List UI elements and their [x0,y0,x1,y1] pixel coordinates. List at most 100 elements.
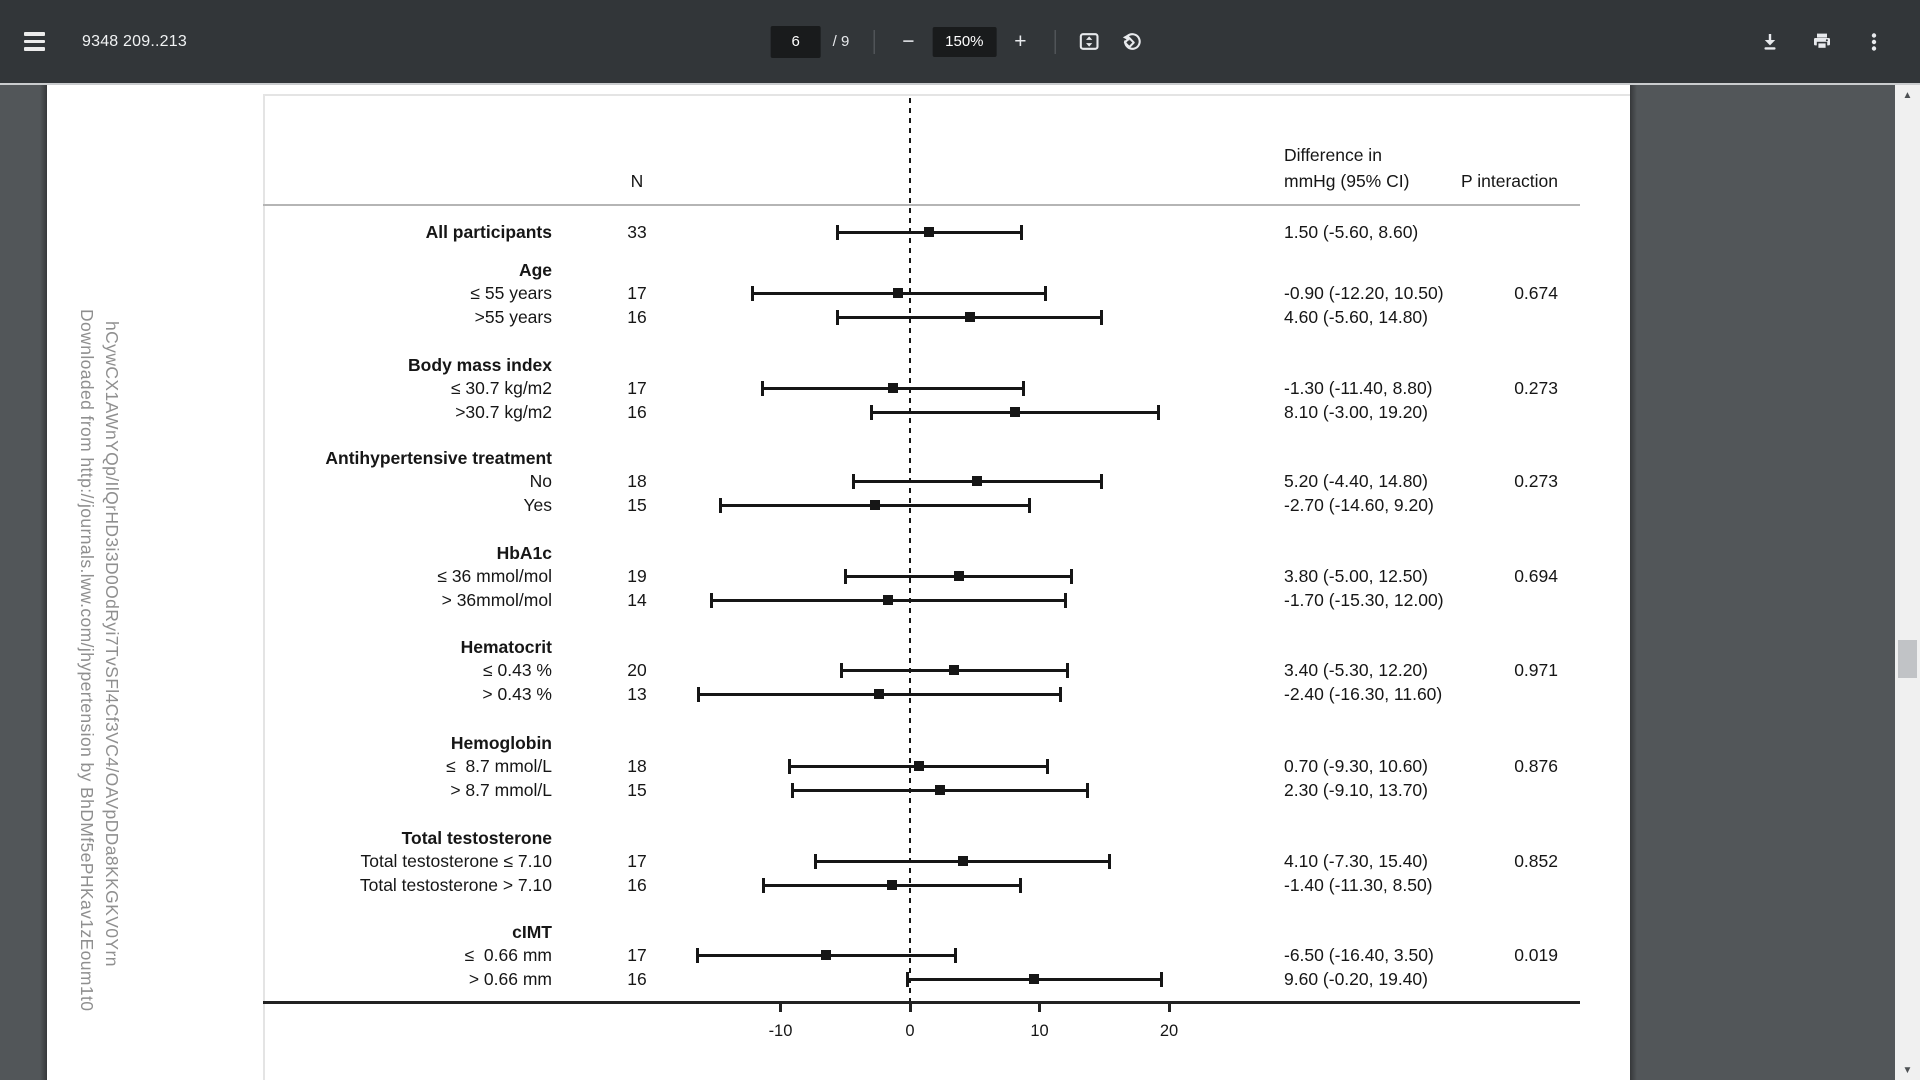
point-marker [886,880,897,890]
p-value: 0.852 [1514,851,1558,871]
ci-text: 2.30 (-9.10, 13.70) [1284,780,1428,800]
error-bar-cap [839,662,843,678]
point-marker [964,312,975,322]
row-label: ≤ 8.7 mmol/L [446,756,552,776]
column-header-p-interaction: P interaction [1461,171,1558,191]
zoom-in-button[interactable]: + [1002,22,1038,62]
row-label: ≤ 55 years [470,283,552,303]
axis-tick [908,1002,912,1012]
row-label: > 36mmol/mol [441,590,552,610]
ci-text: 4.60 (-5.60, 14.80) [1284,307,1428,327]
row-label: > 0.66 mm [468,969,552,989]
point-marker [972,476,983,486]
ci-text: 3.80 (-5.00, 12.50) [1284,566,1428,586]
ci-text: -2.70 (-14.60, 9.20) [1284,495,1434,515]
p-value: 0.694 [1514,566,1558,586]
zoom-level-display[interactable]: 150% [932,26,997,57]
fit-to-page-button[interactable] [1071,22,1107,62]
axis-tick [1167,1002,1171,1012]
row-n-value: 16 [627,307,647,327]
scrollbar-thumb[interactable] [1898,640,1917,678]
row-n-value: 15 [627,495,647,515]
download-button[interactable] [1752,22,1788,62]
ci-text: 5.20 (-4.40, 14.80) [1284,471,1428,491]
ci-text: 1.50 (-5.60, 8.60) [1284,222,1419,242]
forest-plot: Difference in mmHg (95% CI) N P interaction… [47,85,1630,1080]
column-header-difference: mmHg (95% CI) [1284,171,1410,191]
section-header: Age [518,260,552,280]
error-bar-cap [1066,662,1070,678]
more-options-button[interactable] [1856,22,1892,62]
row-n-value: 16 [627,402,647,422]
scroll-up-arrow-icon[interactable]: ▲ [1902,89,1913,101]
download-icon [1764,33,1776,50]
ci-text: -2.40 (-16.30, 11.60) [1284,684,1443,704]
point-marker [924,227,935,237]
ci-text: -1.70 (-15.30, 12.00) [1284,590,1444,610]
section-header: Body mass index [408,355,552,375]
plus-icon: + [1014,29,1027,53]
pdf-page: Downloaded from http://journals.lww.com/… [47,85,1630,1080]
page-number-input[interactable] [770,25,821,58]
print-button[interactable] [1804,22,1840,62]
error-bar-cap [869,404,873,420]
error-bar-cap [760,380,764,396]
error-bar-cap [1022,380,1026,396]
p-value: 0.273 [1514,471,1558,491]
axis-tick-label: -10 [768,1022,793,1040]
row-n-value: 19 [627,566,647,586]
point-marker [934,785,945,795]
error-bar-cap [1159,971,1163,987]
rotate-button[interactable] [1113,22,1149,62]
error-bar-cap [813,853,817,869]
figure-border-left [263,94,265,1080]
ci-text: 0.70 (-9.30, 10.60) [1284,756,1428,776]
row-label: No [529,471,552,491]
figure-border-top [263,94,1630,96]
section-header: Antihypertensive treatment [325,448,552,468]
error-bar-cap [953,947,957,963]
row-n-value: 17 [627,378,647,398]
section-header: Hematocrit [460,637,552,657]
scroll-down-arrow-icon[interactable]: ▼ [1902,1064,1913,1076]
row-label: ≤ 0.43 % [483,660,552,680]
toolbar-center-group: / 9 − 150% + [770,0,1150,83]
row-n-value: 16 [627,969,647,989]
row-n-value: 17 [627,851,647,871]
row-label: Total testosterone > 7.10 [359,875,552,895]
zoom-out-button[interactable]: − [890,22,926,62]
point-marker [893,288,904,298]
error-bar-cap [835,224,839,240]
zero-reference-line [908,98,912,1002]
row-n-value: 18 [627,471,647,491]
hamburger-icon [24,32,45,36]
section-header: Total testosterone [401,828,552,848]
row-label: Yes [523,495,552,515]
ci-text: 9.60 (-0.20, 19.40) [1284,969,1428,989]
row-label: ≤ 30.7 kg/m2 [450,378,552,398]
point-marker [958,856,969,866]
point-marker [870,500,881,510]
error-bar-cap [1100,309,1104,325]
error-bar-cap [1157,404,1161,420]
ci-text: -6.50 (-16.40, 3.50) [1284,945,1434,965]
point-marker [882,595,893,605]
error-bar-cap [762,877,766,893]
error-bar-cap [750,285,754,301]
vertical-scrollbar[interactable]: ▲ ▼ [1895,85,1920,1080]
section-header: cIMT [512,922,552,942]
error-bar-cap [788,758,792,774]
ci-text: 8.10 (-3.00, 19.20) [1284,402,1428,422]
point-marker [914,761,925,771]
document-title: 9348 209..213 [82,32,187,50]
error-bar-cap [1027,497,1031,513]
menu-button[interactable] [24,20,68,64]
error-bar-cap [1100,473,1104,489]
error-bar-cap [1063,592,1067,608]
axis-tick-label: 20 [1159,1022,1179,1040]
ci-text: -1.30 (-11.40, 8.80) [1284,378,1433,398]
toolbar-left-group: 9348 209..213 [0,0,187,83]
row-n-value: 20 [627,660,647,680]
fit-to-page-icon [1079,33,1099,50]
row-n-value: 15 [627,780,647,800]
